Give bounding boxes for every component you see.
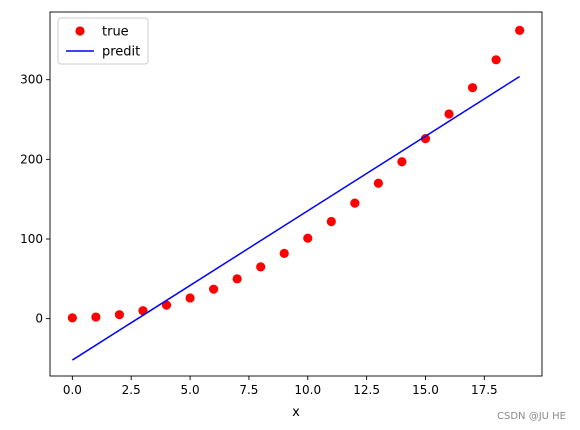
y-tick-label-3: 300	[20, 73, 43, 87]
data-point-true-0	[67, 313, 77, 323]
x-axis-label: x	[292, 405, 300, 420]
data-point-true-13	[373, 178, 383, 188]
x-tick-label-5: 12.5	[353, 383, 380, 397]
data-point-true-6	[209, 284, 219, 294]
data-point-true-12	[350, 198, 360, 208]
x-tick-label-7: 17.5	[471, 383, 498, 397]
data-point-true-5	[185, 293, 195, 303]
x-tick-label-6: 15.0	[412, 383, 439, 397]
legend: true predit	[57, 17, 149, 65]
y-tick-label-0: 0	[35, 312, 43, 326]
data-point-true-14	[397, 157, 407, 167]
data-point-true-4	[161, 300, 172, 310]
data-point-true-16	[444, 109, 454, 119]
x-tick-label-1: 2.5	[122, 383, 141, 397]
data-point-true-19	[515, 25, 525, 35]
series-line-predit	[71, 75, 521, 361]
data-point-true-17	[467, 83, 478, 93]
x-tick-label-2: 5.0	[181, 383, 200, 397]
x-tick-label-0: 0.0	[63, 383, 82, 397]
legend-label-predit: predit	[102, 45, 140, 60]
y-tick-label-2: 200	[20, 152, 43, 166]
legend-label-true: true	[102, 25, 129, 40]
data-point-true-11	[326, 216, 336, 227]
legend-marker-true	[75, 26, 85, 36]
plot-content	[67, 25, 525, 361]
y-tick-label-1: 100	[20, 232, 43, 246]
data-point-true-18	[491, 55, 501, 65]
plot-frame	[49, 11, 543, 377]
data-point-true-15	[420, 134, 431, 144]
data-point-true-2	[114, 310, 125, 320]
axes: 0.0 2.5 5.0 7.5 10.0 12.5 15.0 17.5 0 100 200 300 x	[20, 11, 543, 420]
watermark: CSDN @JU HE	[497, 411, 566, 422]
x-tick-label-3: 7.5	[239, 383, 258, 397]
data-point-true-1	[91, 312, 101, 322]
data-point-true-9	[279, 248, 289, 258]
data-point-true-7	[232, 274, 242, 284]
data-point-true-8	[256, 262, 266, 272]
data-point-true-10	[303, 233, 313, 243]
plot-area	[67, 25, 525, 361]
x-tick-label-4: 10.0	[294, 383, 321, 397]
